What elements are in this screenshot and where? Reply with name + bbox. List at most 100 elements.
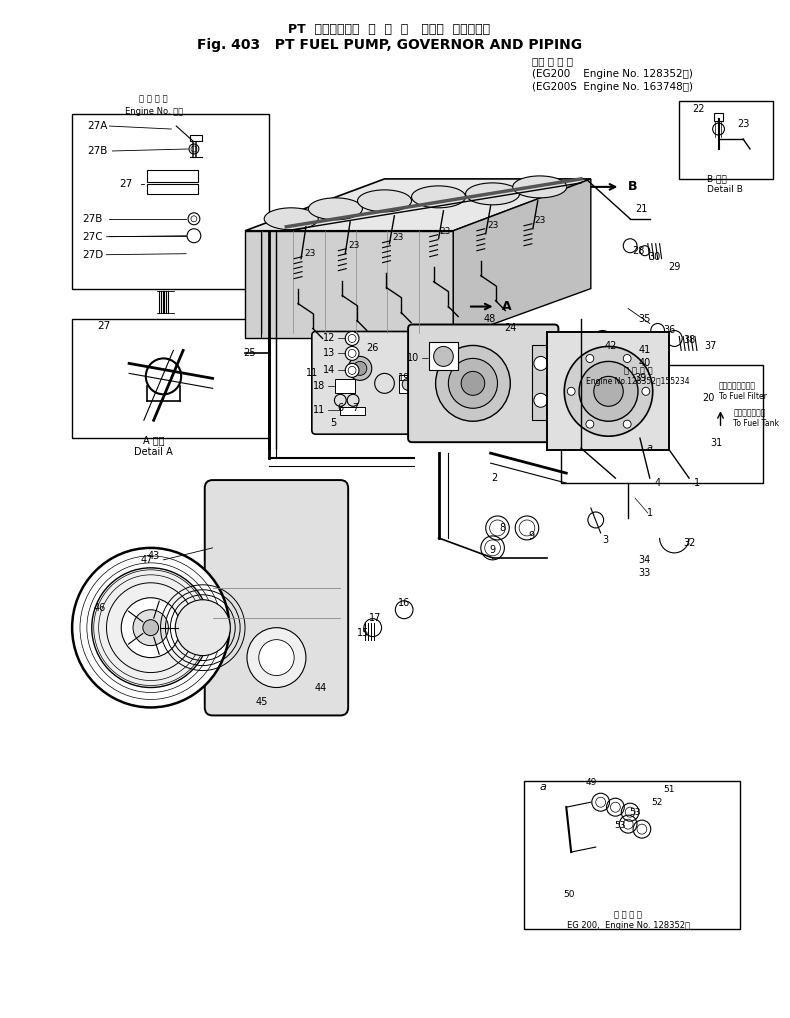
- Circle shape: [259, 639, 294, 676]
- Text: 45: 45: [255, 697, 268, 708]
- Circle shape: [586, 420, 594, 429]
- Text: a: a: [540, 782, 547, 792]
- Circle shape: [175, 600, 231, 656]
- Text: 37: 37: [705, 341, 717, 351]
- Text: 23: 23: [534, 216, 545, 225]
- Text: 27B: 27B: [82, 214, 103, 224]
- Text: 42: 42: [604, 341, 617, 351]
- Text: (EG200    Engine No. 128352～): (EG200 Engine No. 128352～): [532, 69, 693, 79]
- Text: 28: 28: [632, 245, 644, 256]
- Circle shape: [623, 354, 631, 362]
- Circle shape: [92, 568, 209, 687]
- FancyBboxPatch shape: [312, 332, 423, 435]
- Polygon shape: [245, 231, 453, 338]
- FancyBboxPatch shape: [205, 480, 348, 716]
- Circle shape: [353, 361, 367, 376]
- Text: 9: 9: [490, 545, 495, 555]
- Text: 23: 23: [737, 119, 749, 129]
- Text: 11: 11: [306, 369, 318, 379]
- Text: 適 用 号 機: 適 用 号 機: [623, 365, 653, 375]
- Circle shape: [586, 354, 594, 362]
- Text: 1: 1: [647, 508, 653, 518]
- Bar: [524, 781, 740, 928]
- Circle shape: [461, 372, 485, 395]
- Circle shape: [72, 548, 229, 708]
- Circle shape: [402, 379, 414, 390]
- Text: 33: 33: [639, 568, 651, 578]
- Text: 27C: 27C: [82, 232, 103, 241]
- Text: 24: 24: [504, 324, 517, 334]
- Bar: [429, 342, 458, 371]
- Circle shape: [567, 387, 575, 395]
- Text: 23: 23: [440, 227, 451, 236]
- Text: フェルタンクへ
To Fuel Tank: フェルタンクへ To Fuel Tank: [733, 408, 779, 428]
- Bar: [679, 101, 773, 179]
- Text: 53: 53: [630, 807, 641, 816]
- Circle shape: [594, 377, 623, 406]
- Polygon shape: [453, 179, 591, 338]
- Text: 30: 30: [649, 251, 660, 262]
- Text: Engine No. ：～: Engine No. ：～: [125, 107, 182, 116]
- Text: 18: 18: [314, 382, 325, 391]
- Text: （適 用 号 機: （適 用 号 機: [532, 56, 573, 66]
- Text: PT  フェルポンプ  ガ  バ  ナ   および  パイピング: PT フェルポンプ ガ バ ナ および パイピング: [288, 22, 491, 36]
- Text: フェルフィルタへ
To Fuel Filter: フェルフィルタへ To Fuel Filter: [719, 382, 766, 401]
- Text: 49: 49: [585, 778, 596, 787]
- Circle shape: [579, 361, 638, 421]
- Bar: [147, 170, 198, 182]
- FancyBboxPatch shape: [408, 325, 559, 442]
- Text: 17: 17: [368, 613, 381, 623]
- Text: 10: 10: [407, 353, 419, 363]
- Text: 26: 26: [367, 343, 379, 353]
- Text: 40: 40: [639, 358, 651, 369]
- Bar: [72, 319, 269, 438]
- Text: B: B: [628, 180, 638, 193]
- Ellipse shape: [513, 176, 566, 197]
- Text: 27: 27: [119, 179, 133, 189]
- Bar: [532, 345, 550, 420]
- Text: Fig. 403   PT FUEL PUMP, GOVERNOR AND PIPING: Fig. 403 PT FUEL PUMP, GOVERNOR AND PIPI…: [197, 39, 582, 52]
- Polygon shape: [245, 179, 591, 231]
- Text: 22: 22: [693, 104, 705, 114]
- Text: 29: 29: [668, 262, 680, 272]
- Circle shape: [623, 420, 631, 429]
- Text: 4: 4: [655, 478, 660, 488]
- Text: 2: 2: [491, 473, 498, 484]
- Ellipse shape: [308, 197, 363, 220]
- Text: 27: 27: [98, 322, 111, 332]
- Text: 23: 23: [304, 249, 315, 259]
- Text: 46: 46: [93, 603, 106, 613]
- Text: 31: 31: [710, 438, 723, 448]
- Text: 15: 15: [357, 628, 369, 637]
- Text: 16: 16: [398, 598, 410, 608]
- Text: 41: 41: [639, 345, 651, 355]
- Circle shape: [345, 332, 359, 345]
- Text: Engine No.128352～155234: Engine No.128352～155234: [586, 377, 690, 386]
- Text: 7: 7: [352, 403, 358, 413]
- Text: A: A: [502, 300, 512, 314]
- Bar: [147, 184, 198, 193]
- Ellipse shape: [412, 186, 465, 208]
- Text: 14: 14: [323, 365, 336, 376]
- Circle shape: [348, 356, 372, 381]
- Circle shape: [435, 345, 510, 421]
- Circle shape: [449, 358, 498, 408]
- Circle shape: [564, 346, 653, 436]
- Text: 6: 6: [337, 403, 344, 413]
- Text: 52: 52: [651, 798, 662, 806]
- Ellipse shape: [465, 183, 520, 205]
- Text: 27D: 27D: [82, 249, 103, 260]
- Text: 8: 8: [499, 523, 506, 533]
- Text: 9: 9: [529, 531, 535, 541]
- Text: 48: 48: [483, 314, 496, 324]
- Text: 53: 53: [615, 821, 626, 830]
- Bar: [336, 380, 355, 393]
- Text: 36: 36: [664, 326, 675, 336]
- Text: 50: 50: [563, 891, 575, 900]
- Text: 19: 19: [398, 374, 410, 384]
- Text: 25: 25: [243, 348, 256, 358]
- Text: 21: 21: [636, 204, 648, 214]
- Text: 13: 13: [323, 348, 336, 358]
- Text: A 詳細
Detail A: A 詳細 Detail A: [134, 436, 173, 457]
- Text: 51: 51: [664, 785, 675, 794]
